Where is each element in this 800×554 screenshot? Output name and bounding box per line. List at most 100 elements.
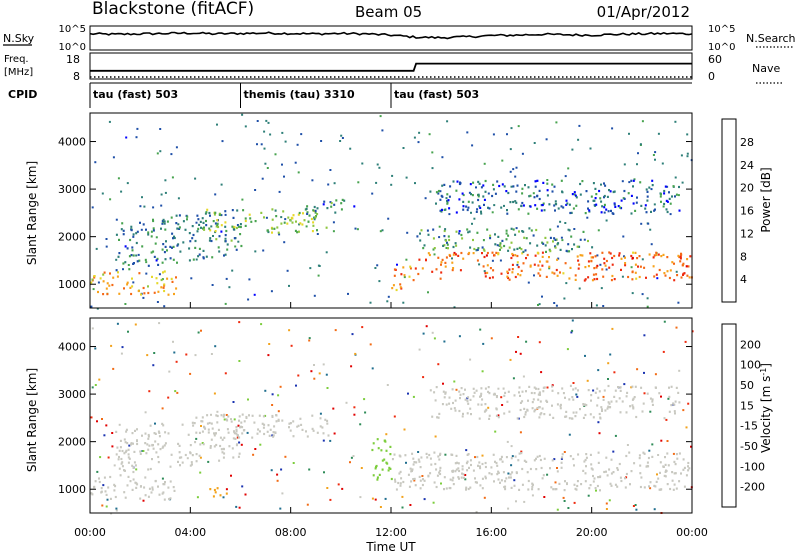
- power-echo-cell: [186, 218, 188, 221]
- velocity-speckle: [562, 496, 565, 499]
- power-speckle: [533, 274, 535, 277]
- velocity-echo-cell: [422, 478, 424, 481]
- velocity-speckle: [297, 374, 300, 377]
- power-echo-cell: [444, 265, 447, 268]
- date-label: 01/Apr/2012: [597, 3, 690, 21]
- velocity-echo-cell: [472, 387, 475, 390]
- power-echo-cell: [590, 256, 593, 259]
- power-speckle: [211, 284, 214, 286]
- velocity-speckle: [270, 469, 273, 472]
- power-speckle: [559, 220, 562, 223]
- velocity-echo-cell: [427, 475, 430, 478]
- power-speckle: [378, 280, 381, 283]
- power-echo-cell: [482, 265, 485, 268]
- power-speckle: [501, 159, 504, 162]
- power-echo-cell: [598, 189, 601, 193]
- power-echo-cell: [663, 189, 666, 193]
- noise-right-tick-bottom: 10^0: [708, 42, 735, 53]
- power-echo-cell: [552, 240, 554, 243]
- power-echo-cell: [103, 271, 106, 274]
- power-speckle: [309, 267, 312, 270]
- power-speckle: [253, 293, 256, 296]
- velocity-speckle: [519, 431, 522, 434]
- velocity-echo-cell: [465, 486, 468, 489]
- power-speckle: [300, 133, 303, 136]
- velocity-echo-cell: [241, 432, 244, 435]
- velocity-echo-cell: [475, 389, 478, 392]
- velocity-speckle: [506, 440, 509, 443]
- power-echo-cell: [238, 225, 240, 228]
- power-echo-cell: [249, 217, 252, 220]
- velocity-echo-cell: [445, 487, 448, 490]
- power-echo-cell: [487, 206, 489, 209]
- velocity-echo-cell: [589, 484, 592, 487]
- power-speckle: [163, 222, 166, 225]
- velocity-echo-cell: [412, 457, 415, 460]
- power-echo-cell: [208, 211, 211, 215]
- power-echo-cell: [492, 183, 495, 186]
- power-echo-cell: [196, 230, 199, 233]
- power-echo-cell: [138, 259, 141, 262]
- power-echo-cell: [559, 271, 561, 274]
- velocity-echo-cell: [238, 436, 241, 439]
- power-echo-cell: [575, 196, 578, 199]
- velocity-speckle: [665, 418, 668, 421]
- power-echo-cell: [521, 230, 524, 233]
- power-speckle: [636, 163, 638, 166]
- power-speckle: [126, 182, 129, 185]
- velocity-echo-cell: [145, 452, 148, 455]
- power-echo-cell: [109, 272, 111, 275]
- velocity-echo-cell: [209, 445, 212, 448]
- power-echo-cell: [521, 252, 524, 255]
- velocity-echo-cell: [598, 390, 601, 393]
- power-speckle: [325, 251, 328, 254]
- power-speckle: [386, 300, 389, 303]
- power-speckle: [654, 151, 657, 154]
- velocity-echo-cell: [662, 465, 665, 468]
- velocity-echo-cell: [540, 412, 543, 415]
- power-echo-cell: [520, 204, 523, 208]
- power-echo-cell: [161, 248, 164, 251]
- velocity-echo-cell: [410, 480, 413, 483]
- power-echo-cell: [299, 222, 302, 225]
- power-echo-cell: [507, 234, 510, 237]
- velocity-echo-cell: [597, 476, 600, 479]
- velocity-speckle: [483, 496, 486, 499]
- velocity-speckle: [423, 498, 426, 501]
- velocity-echo-cell: [610, 472, 613, 475]
- power-speckle: [512, 168, 515, 171]
- velocity-speckle: [196, 496, 199, 499]
- velocity-echo-cell: [195, 416, 198, 419]
- power-speckle: [445, 247, 448, 249]
- power-echo-cell: [581, 180, 584, 183]
- velocity-speckle: [194, 354, 197, 357]
- power-echo-cell: [632, 251, 635, 254]
- power-echo-cell: [668, 197, 671, 200]
- velocity-echo-cell: [571, 417, 573, 420]
- velocity-echo-cell: [448, 396, 451, 399]
- velocity-echo-cell: [419, 479, 422, 482]
- velocity-echo-cell: [151, 458, 153, 461]
- velocity-echo-cell: [584, 413, 587, 417]
- velocity-echo-cell: [202, 443, 205, 446]
- power-echo-cell: [657, 253, 660, 256]
- power-echo-cell: [476, 259, 479, 262]
- velocity-echo-cell: [272, 435, 275, 438]
- velocity-echo-cell: [383, 458, 386, 461]
- power-echo-cell: [543, 209, 546, 212]
- power-echo-cell: [595, 273, 598, 276]
- velocity-echo-cell: [664, 475, 667, 478]
- velocity-echo-cell: [503, 412, 506, 415]
- velocity-echo-cell: [251, 414, 254, 417]
- velocity-speckle: [111, 445, 114, 448]
- power-speckle: [600, 287, 603, 290]
- velocity-speckle: [353, 413, 356, 416]
- velocity-echo-cell: [687, 465, 689, 468]
- power-echo-cell: [141, 245, 144, 248]
- power-echo-cell: [340, 202, 343, 205]
- power-echo-cell: [515, 190, 518, 193]
- velocity-echo-cell: [223, 436, 226, 439]
- power-echo-cell: [539, 268, 542, 271]
- power-echo-cell: [562, 272, 565, 275]
